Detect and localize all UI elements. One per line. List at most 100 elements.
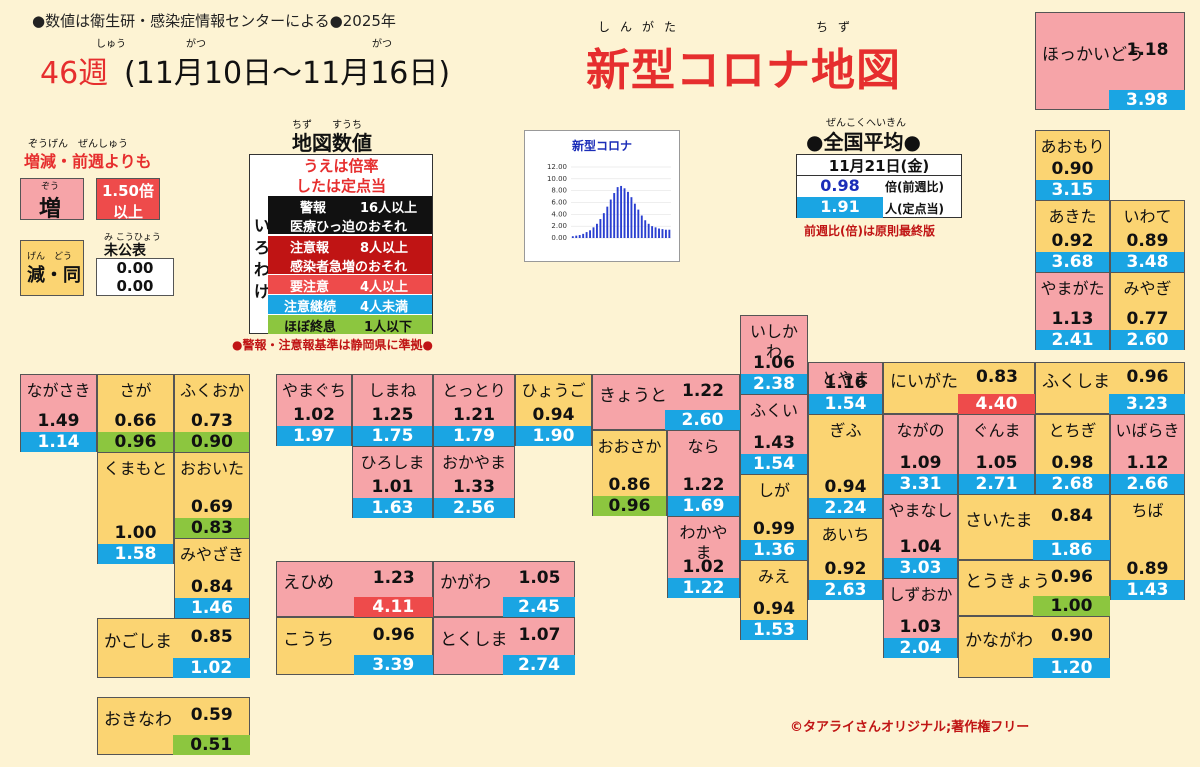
prefecture-okayama[interactable]: おかやま 1.33 2.56 <box>433 446 515 518</box>
prefecture-toyama[interactable]: とやま 1.16 1.54 <box>808 362 883 414</box>
prefecture-name: あきた <box>1048 207 1097 226</box>
chart-bar <box>630 197 633 238</box>
prefecture-name: みえ <box>757 567 790 586</box>
prefecture-per-sentinel: 2.60 <box>665 410 740 430</box>
prefecture-aichi[interactable]: あいち 0.92 2.63 <box>808 518 883 600</box>
legend-end-label: ほぼ終息 <box>284 320 337 335</box>
prefecture-yamaguchi[interactable]: やまぐち 1.02 1.97 <box>276 374 352 446</box>
prefecture-wakayama[interactable]: わかやま 1.02 1.22 <box>667 516 740 598</box>
prefecture-per-sentinel: 2.60 <box>1111 330 1184 350</box>
prefecture-ehime[interactable]: えひめ 1.23 4.11 <box>276 561 433 617</box>
legend-unpublished-label: 未公表 <box>104 243 146 259</box>
prefecture-miyagi[interactable]: みやぎ 0.77 2.60 <box>1110 272 1185 350</box>
prefecture-miyazaki[interactable]: みやざき 0.84 1.46 <box>174 538 250 618</box>
prefecture-fukui[interactable]: ふくい 1.43 1.54 <box>740 394 808 474</box>
prefecture-name: しが <box>757 481 790 500</box>
prefecture-per-sentinel: 2.66 <box>1111 474 1184 494</box>
prefecture-kagoshima[interactable]: かごしま 0.85 1.02 <box>97 618 250 678</box>
prefecture-gifu[interactable]: ぎふ 0.94 2.24 <box>808 414 883 518</box>
prefecture-ishikawa[interactable]: いしかわ 1.06 2.38 <box>740 315 808 394</box>
chart-bar <box>620 185 623 238</box>
map-values-side: いろわけ <box>254 216 271 301</box>
prefecture-nara[interactable]: なら 1.22 1.69 <box>667 430 740 516</box>
prefecture-kochi[interactable]: こうち 0.96 3.39 <box>276 617 433 675</box>
prefecture-chiba[interactable]: ちば 0.89 1.43 <box>1110 494 1185 600</box>
prefecture-niigata[interactable]: にいがた 0.83 4.40 <box>883 362 1035 414</box>
prefecture-shiga[interactable]: しが 0.99 1.36 <box>740 474 808 560</box>
prefecture-nagasaki[interactable]: ながさき 1.49 1.14 <box>20 374 97 452</box>
prefecture-oita[interactable]: おおいた 0.69 0.83 <box>174 452 250 538</box>
legend-unpublished-box: 0.00 0.00 <box>96 258 174 296</box>
chart-bar <box>623 188 626 238</box>
prefecture-hiroshima[interactable]: ひろしま 1.01 1.63 <box>352 446 433 518</box>
prefecture-aomori[interactable]: あおもり 0.90 3.15 <box>1035 130 1110 200</box>
week-period: (11月10日〜11月16日) <box>124 56 451 91</box>
prefecture-per-sentinel: 3.98 <box>1109 90 1185 110</box>
prefecture-kyoto[interactable]: きょうと 1.22 2.60 <box>592 374 740 430</box>
prefecture-yamagata[interactable]: やまがた 1.13 2.41 <box>1035 272 1110 350</box>
prefecture-saga[interactable]: さが 0.66 0.96 <box>97 374 174 452</box>
prefecture-saitama[interactable]: さいたま 0.84 1.86 <box>958 494 1110 560</box>
legend-row-continue: 注意継続 4人未満 <box>268 295 432 315</box>
legend-continue-value: 4人未満 <box>360 300 409 315</box>
map-values-lower: したは定点当 <box>295 177 386 195</box>
prefecture-mie[interactable]: みえ 0.94 1.53 <box>740 560 808 640</box>
prefecture-hokkaido[interactable]: ほっかいどう 1.18 3.98 <box>1035 12 1185 110</box>
map-values-upper: うえは倍率 <box>303 157 379 175</box>
prefecture-fukuoka[interactable]: ふくおか 0.73 0.90 <box>174 374 250 452</box>
legend-warning-value: 8人以上 <box>360 241 409 256</box>
prefecture-per-sentinel: 1.36 <box>741 540 807 560</box>
prefecture-osaka[interactable]: おおさか 0.86 0.96 <box>592 430 667 516</box>
prefecture-kumamoto[interactable]: くまもと 1.00 1.58 <box>97 452 174 564</box>
prefecture-name: ながの <box>896 421 945 440</box>
prefecture-ratio: 0.83 <box>976 367 1018 387</box>
legend-unpublished-v2: 0.00 <box>116 277 154 295</box>
legend-row-alert: 警報 16人以上 <box>268 196 432 216</box>
prefecture-ratio: 0.92 <box>824 559 867 579</box>
chart-bar <box>606 206 609 238</box>
prefecture-akita[interactable]: あきた 0.92 3.68 <box>1035 200 1110 272</box>
prefecture-kagawa[interactable]: かがわ 1.05 2.45 <box>433 561 575 617</box>
legend-continue-label: 注意継続 <box>284 300 337 315</box>
prefecture-okinawa[interactable]: おきなわ 0.59 0.51 <box>97 697 250 755</box>
legend-increase: ぞう 増 <box>20 178 84 222</box>
prefecture-fukushima[interactable]: ふくしま 0.96 3.23 <box>1035 362 1185 414</box>
prefecture-name: とちぎ <box>1048 421 1097 440</box>
prefecture-yamanashi[interactable]: やまなし 1.04 3.03 <box>883 494 958 578</box>
legend-end-value: 1人以下 <box>364 320 413 335</box>
national-box: 11月21日(金) 0.98 倍(前週比) 1.91 人(定点当) <box>796 154 962 218</box>
prefecture-per-sentinel: 1.14 <box>21 432 96 452</box>
page-title: 新型コロナ地図 <box>586 45 901 96</box>
prefecture-per-sentinel: 2.38 <box>741 374 807 394</box>
prefecture-tochigi[interactable]: とちぎ 0.98 2.68 <box>1035 414 1110 494</box>
prefecture-shizuoka[interactable]: しずおか 1.03 2.04 <box>883 578 958 658</box>
prefecture-tokyo[interactable]: とうきょう 0.96 1.00 <box>958 560 1110 616</box>
prefecture-nagano[interactable]: ながの 1.09 3.31 <box>883 414 958 494</box>
chart-bar <box>592 227 595 238</box>
legend-big-increase-2: 以上 <box>112 203 143 221</box>
prefecture-hyogo[interactable]: ひょうご 0.94 1.90 <box>515 374 592 446</box>
prefecture-tottori[interactable]: とっとり 1.21 1.79 <box>433 374 515 446</box>
prefecture-ratio: 0.77 <box>1126 309 1169 329</box>
prefecture-ratio: 1.07 <box>518 625 561 645</box>
chart-bar <box>640 215 643 238</box>
chart-bar <box>637 209 640 238</box>
chart-bar <box>627 191 629 238</box>
prefecture-ratio: 0.96 <box>372 625 415 645</box>
prefecture-shimane[interactable]: しまね 1.25 1.75 <box>352 374 433 446</box>
ruby-shu: しゅう <box>96 39 126 50</box>
prefecture-iwate[interactable]: いわて 0.89 3.48 <box>1110 200 1185 272</box>
prefecture-ratio: 1.25 <box>371 405 414 425</box>
prefecture-ibaraki[interactable]: いばらき 1.12 2.66 <box>1110 414 1185 494</box>
prefecture-per-sentinel: 1.69 <box>668 496 739 516</box>
prefecture-ratio: 0.73 <box>191 411 233 431</box>
prefecture-tokushima[interactable]: とくしま 1.07 2.74 <box>433 617 575 675</box>
legend-increase-label: 増 <box>39 197 62 222</box>
prefecture-per-sentinel: 3.23 <box>1109 394 1185 414</box>
prefecture-per-sentinel: 1.75 <box>353 426 432 446</box>
prefecture-ratio: 0.66 <box>114 411 157 431</box>
legend-warning-label: 注意報 <box>290 241 330 256</box>
prefecture-gunma[interactable]: ぐんま 1.05 2.71 <box>958 414 1035 494</box>
prefecture-per-sentinel: 3.03 <box>884 558 957 578</box>
prefecture-kanagawa[interactable]: かながわ 0.90 1.20 <box>958 616 1110 678</box>
